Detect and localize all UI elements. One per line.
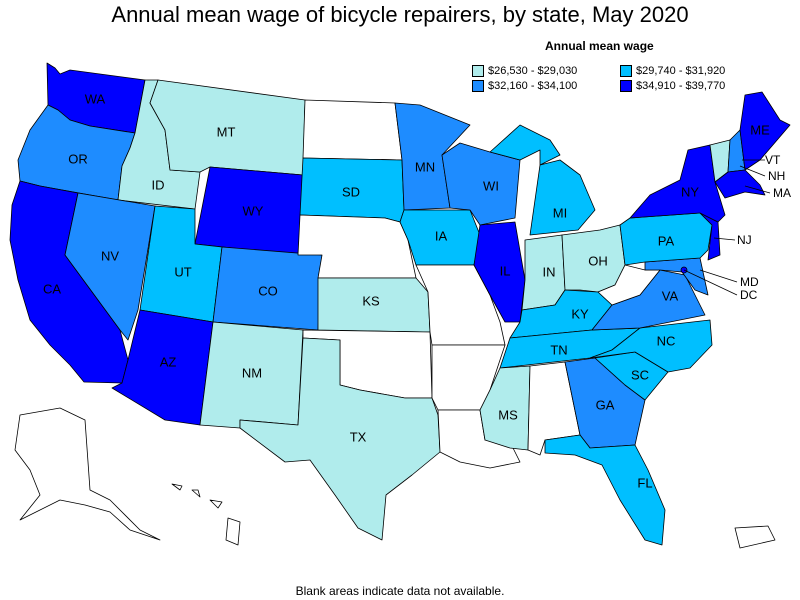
label-va: VA xyxy=(662,288,679,303)
legend-label-tier-3: $32,160 - $34,100 xyxy=(488,80,578,92)
legend-item-tier-2: $29,740 - $31,920 xyxy=(620,65,725,77)
legend-label-tier-1: $26,530 - $29,030 xyxy=(488,65,578,77)
legend-label-tier-2: $29,740 - $31,920 xyxy=(636,65,726,77)
label-or: OR xyxy=(68,151,88,166)
label-ky: KY xyxy=(571,306,589,321)
legend-swatch-tier-3 xyxy=(472,80,484,92)
state-hi[interactable] xyxy=(171,483,241,546)
legend-item-tier-4: $34,910 - $39,770 xyxy=(620,80,725,92)
state-ak[interactable] xyxy=(14,407,161,541)
label-nj: NJ xyxy=(737,233,752,247)
footnote: Blank areas indicate data not available. xyxy=(295,584,505,598)
label-il: IL xyxy=(500,263,511,278)
label-tx: TX xyxy=(350,429,367,444)
legend-item-tier-1: $26,530 - $29,030 xyxy=(472,65,577,77)
label-ia: IA xyxy=(435,228,448,243)
label-ms: MS xyxy=(498,407,518,422)
label-pa: PA xyxy=(658,233,675,248)
label-nm: NM xyxy=(242,365,262,380)
label-vt: VT xyxy=(765,153,781,167)
label-mi: MI xyxy=(553,205,567,220)
label-ca: CA xyxy=(43,281,61,296)
label-in: IN xyxy=(543,264,556,279)
label-wa: WA xyxy=(85,91,106,106)
map-title: Annual mean wage of bicycle repairers, b… xyxy=(111,2,689,27)
label-mn: MN xyxy=(415,159,435,174)
label-fl: FL xyxy=(637,475,652,490)
label-ut: UT xyxy=(174,264,191,279)
label-co: CO xyxy=(258,283,278,298)
state-fl[interactable] xyxy=(544,434,666,546)
state-tx[interactable] xyxy=(239,337,441,541)
label-ma: MA xyxy=(773,186,791,200)
state-pr[interactable] xyxy=(734,525,776,549)
state-me[interactable] xyxy=(739,91,791,171)
label-nh: NH xyxy=(768,169,785,183)
label-wi: WI xyxy=(483,178,499,193)
legend-title: Annual mean wage xyxy=(545,39,654,53)
label-sd: SD xyxy=(342,184,360,199)
label-wy: WY xyxy=(243,203,264,218)
state-ma[interactable] xyxy=(714,169,766,199)
label-dc: DC xyxy=(740,288,758,302)
state-mi[interactable] xyxy=(489,124,596,236)
state-nd[interactable] xyxy=(302,99,403,161)
label-mt: MT xyxy=(217,124,236,139)
label-nc: NC xyxy=(657,333,676,348)
label-me: ME xyxy=(750,122,770,137)
legend-swatch-tier-2 xyxy=(620,65,632,77)
legend-swatch-tier-1 xyxy=(472,65,484,77)
state-md[interactable] xyxy=(644,257,709,296)
legend-swatch-tier-4 xyxy=(620,80,632,92)
label-md: MD xyxy=(740,275,759,289)
label-nv: NV xyxy=(101,248,119,263)
label-tn: TN xyxy=(550,342,567,357)
label-ks: KS xyxy=(362,293,380,308)
state-ny[interactable] xyxy=(629,144,726,223)
leader-lines xyxy=(683,159,771,296)
label-oh: OH xyxy=(588,253,608,268)
legend-item-tier-3: $32,160 - $34,100 xyxy=(472,80,577,92)
label-ga: GA xyxy=(596,397,615,412)
label-az: AZ xyxy=(160,354,177,369)
state-nc[interactable] xyxy=(589,319,713,373)
label-sc: SC xyxy=(631,367,649,382)
state-wi[interactable] xyxy=(441,142,521,226)
legend-label-tier-4: $34,910 - $39,770 xyxy=(636,80,726,92)
label-id: ID xyxy=(152,177,165,192)
label-ny: NY xyxy=(681,184,699,199)
state-il[interactable] xyxy=(473,221,526,323)
